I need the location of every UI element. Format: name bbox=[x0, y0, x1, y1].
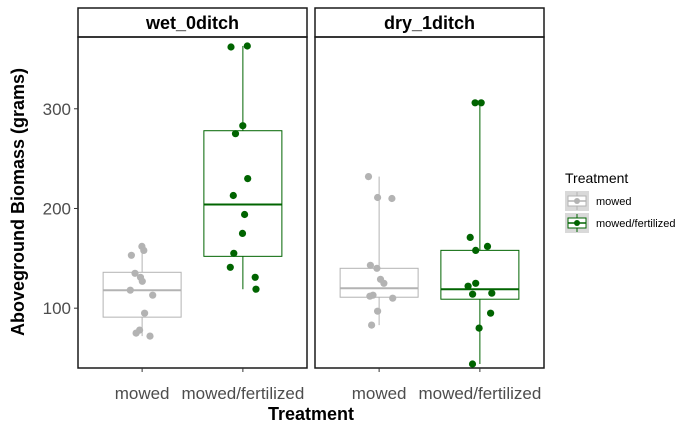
data-point bbox=[488, 289, 496, 297]
data-point bbox=[251, 273, 259, 281]
data-point bbox=[471, 99, 479, 107]
data-point bbox=[241, 210, 249, 219]
data-point bbox=[366, 292, 374, 300]
data-point bbox=[472, 246, 480, 254]
legend-key bbox=[565, 191, 589, 211]
data-point bbox=[487, 309, 495, 317]
data-point bbox=[244, 175, 252, 183]
data-point bbox=[131, 269, 139, 277]
legend-key bbox=[565, 213, 589, 233]
data-point bbox=[146, 332, 154, 340]
box bbox=[203, 130, 283, 257]
data-point bbox=[469, 290, 477, 298]
facet-title: dry_1ditch bbox=[384, 13, 475, 33]
panel-border bbox=[77, 36, 308, 369]
data-point bbox=[380, 279, 388, 287]
data-point bbox=[483, 242, 492, 250]
data-point bbox=[477, 99, 485, 107]
boxplot-mowed-fertilized bbox=[203, 42, 283, 293]
data-point bbox=[227, 43, 235, 51]
data-point bbox=[126, 286, 134, 294]
boxplot-mowed bbox=[339, 173, 419, 329]
data-point bbox=[389, 294, 397, 302]
data-point bbox=[226, 263, 234, 271]
legend-label: mowed bbox=[596, 196, 631, 208]
x-axis-title: Treatment bbox=[268, 404, 354, 424]
data-point bbox=[374, 193, 382, 202]
legend-label: mowed/fertilized bbox=[596, 218, 675, 230]
box bbox=[102, 271, 182, 318]
data-point bbox=[472, 279, 480, 287]
x-tick-label: mowed/fertilized bbox=[181, 384, 304, 403]
data-point bbox=[243, 42, 251, 50]
data-point bbox=[127, 251, 135, 259]
data-point bbox=[132, 329, 140, 337]
y-tick-label: 200 bbox=[43, 199, 71, 218]
y-tick-label: 300 bbox=[43, 100, 71, 119]
boxplot-mowed bbox=[102, 242, 182, 340]
legend-title: Treatment bbox=[565, 170, 628, 186]
data-point bbox=[466, 233, 474, 241]
data-point bbox=[231, 130, 240, 138]
y-axis-title: Aboveground Biomass (grams) bbox=[8, 68, 28, 336]
y-tick-label: 100 bbox=[43, 299, 71, 318]
data-point bbox=[464, 282, 472, 290]
panel-border bbox=[314, 36, 545, 369]
legend-key-point bbox=[574, 198, 580, 204]
data-point bbox=[373, 264, 381, 272]
data-point bbox=[468, 360, 477, 368]
boxplot-mowed-fertilized bbox=[440, 99, 520, 368]
data-point bbox=[239, 122, 247, 130]
legend-key-point bbox=[574, 220, 580, 226]
data-point bbox=[138, 277, 146, 285]
facet-title: wet_0ditch bbox=[145, 13, 239, 33]
data-point bbox=[149, 291, 157, 299]
data-point bbox=[238, 229, 247, 237]
data-point bbox=[366, 261, 374, 269]
data-point bbox=[374, 307, 382, 315]
box bbox=[440, 249, 520, 300]
data-point bbox=[364, 173, 373, 181]
facet-strip bbox=[77, 7, 308, 38]
data-point bbox=[252, 285, 260, 293]
x-tick-label: mowed bbox=[352, 384, 407, 403]
box bbox=[339, 267, 419, 298]
data-point bbox=[475, 324, 483, 332]
data-point bbox=[229, 191, 237, 200]
x-tick-label: mowed/fertilized bbox=[418, 384, 541, 403]
data-point bbox=[388, 194, 396, 203]
data-point bbox=[368, 321, 376, 329]
data-point bbox=[230, 249, 238, 257]
data-point bbox=[141, 309, 149, 317]
data-point bbox=[140, 246, 148, 254]
x-tick-label: mowed bbox=[115, 384, 170, 403]
legend: Treatment mowed mowed/fertilized bbox=[565, 170, 675, 233]
